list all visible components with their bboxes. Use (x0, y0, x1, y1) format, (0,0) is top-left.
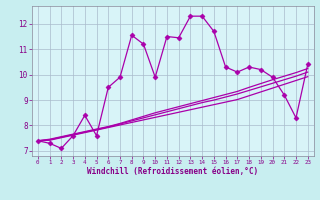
X-axis label: Windchill (Refroidissement éolien,°C): Windchill (Refroidissement éolien,°C) (87, 167, 258, 176)
